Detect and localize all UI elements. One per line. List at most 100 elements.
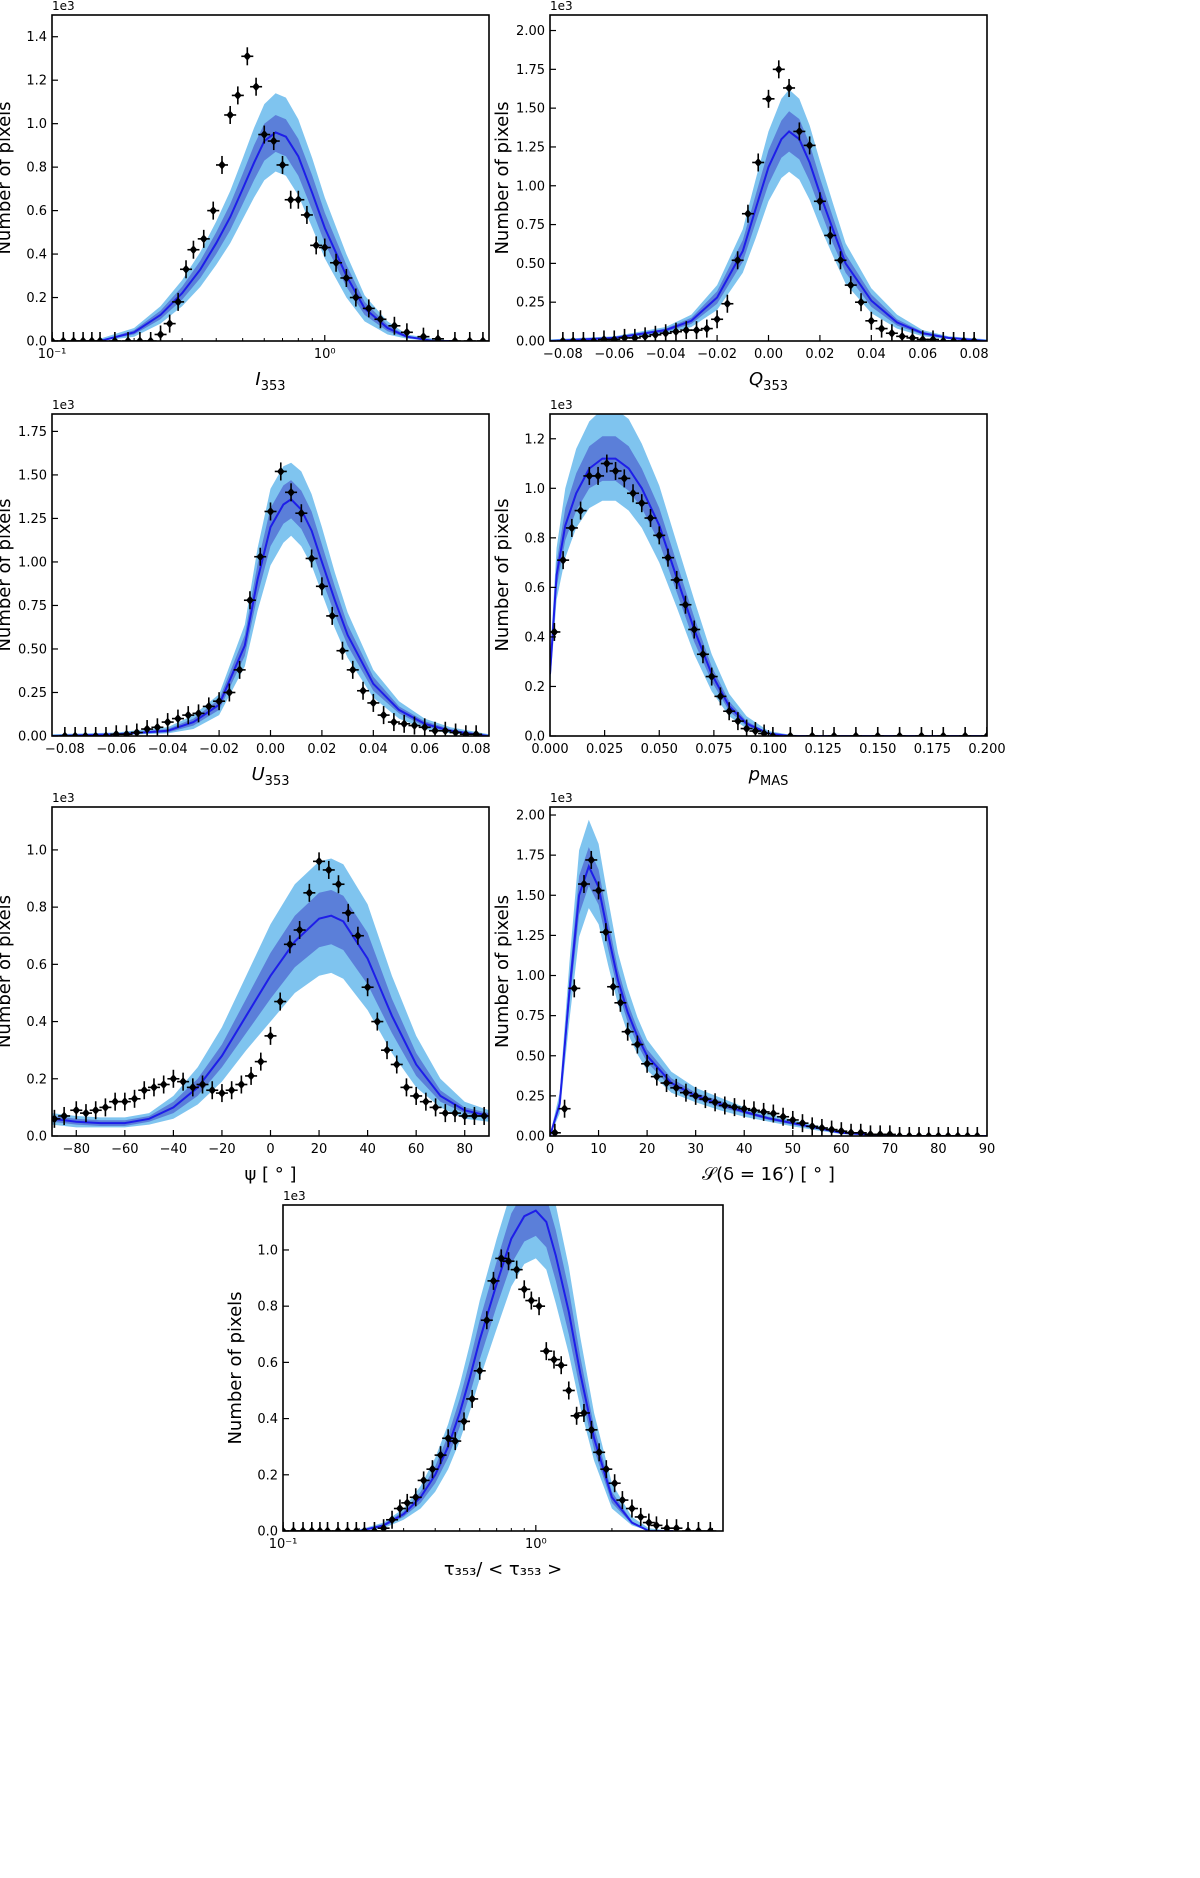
data-point — [574, 501, 587, 520]
data-point — [197, 229, 210, 248]
y-tick-label: 0.50 — [516, 257, 545, 272]
data-point — [614, 993, 627, 1012]
model-band-2sigma — [550, 414, 987, 736]
data-point — [855, 293, 868, 312]
x-tick-label: 0.08 — [960, 347, 989, 362]
data-point — [749, 722, 762, 736]
data-point — [157, 1075, 170, 1094]
data-point — [961, 1127, 974, 1136]
model-band-1sigma — [100, 115, 455, 341]
y-exponent-label: 1e3 — [52, 791, 75, 805]
y-tick-label: 0.25 — [18, 686, 47, 701]
data-point — [568, 979, 581, 998]
data-point — [766, 727, 779, 736]
data-point — [690, 321, 703, 340]
data-point — [303, 883, 316, 902]
data-point — [806, 727, 819, 736]
x-tick-label: 0.175 — [914, 742, 951, 757]
data-point — [285, 483, 298, 502]
data-point — [267, 132, 280, 151]
data-point — [495, 1249, 508, 1268]
data-point — [854, 1123, 867, 1136]
x-axis-label: τ₃₅₃/ < τ₃₅₃ > — [444, 1559, 562, 1580]
y-axis-label: Number of pixels — [492, 498, 513, 651]
y-tick-label: 0.00 — [516, 335, 545, 350]
data-point — [600, 454, 613, 473]
data-point — [245, 1066, 258, 1085]
plot-area — [550, 60, 987, 341]
data-point — [332, 875, 345, 894]
data-point — [650, 1516, 663, 1531]
x-tick-label: −20 — [208, 1142, 235, 1157]
x-tick-label: 80 — [930, 1142, 947, 1157]
data-point — [70, 1101, 83, 1120]
chart-pMAS: 0.0 0.2 0.4 0.6 0.8 1.0 1.2 0.000 0.025 0.050 0.07… — [492, 398, 1006, 789]
data-point — [292, 190, 305, 209]
data-point — [585, 1420, 598, 1439]
data-point — [58, 1106, 71, 1125]
chart-S: 0.00 0.25 0.50 0.75 1.00 1.25 1.50 1.75 2.00 0 10 2… — [492, 791, 996, 1185]
data-point — [434, 1446, 447, 1465]
data-point — [466, 1389, 479, 1408]
data-point — [429, 1098, 442, 1117]
x-tick-label: 10⁻¹ — [38, 347, 67, 362]
data-point — [177, 1072, 190, 1091]
data-point — [300, 205, 313, 224]
data-point — [151, 718, 164, 736]
data-point — [587, 332, 600, 341]
x-tick-label: −0.04 — [646, 347, 686, 362]
data-point — [828, 727, 841, 736]
data-point — [357, 681, 370, 700]
data-point — [439, 721, 452, 736]
x-axis-label: I353 — [255, 369, 285, 394]
y-tick-label: 1.0 — [524, 482, 545, 497]
plot-area — [283, 1205, 717, 1531]
data-point — [670, 1078, 683, 1097]
data-point — [669, 322, 682, 341]
chart-U353: 0.00 0.25 0.50 0.75 1.00 1.25 1.50 1.75 −0.08 −0.… — [0, 398, 491, 789]
data-point — [670, 570, 683, 589]
data-point — [171, 709, 184, 728]
data-point — [893, 727, 906, 736]
data-point — [409, 1488, 422, 1507]
y-tick-label: 0.6 — [257, 1356, 278, 1371]
data-point — [161, 713, 174, 732]
x-tick-label: 90 — [979, 1142, 996, 1157]
x-tick-label: 0.06 — [908, 347, 937, 362]
data-point — [627, 484, 640, 503]
data-point — [906, 328, 919, 341]
model-band-1sigma — [359, 1205, 674, 1531]
data-point — [711, 310, 724, 329]
data-point — [202, 697, 215, 716]
data-point — [555, 1356, 568, 1375]
y-exponent-label: 1e3 — [52, 398, 75, 412]
x-tick-label: 70 — [882, 1142, 899, 1157]
y-tick-label: 1.0 — [26, 117, 47, 132]
data-point — [350, 1522, 363, 1531]
x-axis-label: U353 — [251, 764, 289, 789]
y-tick-label: 0.6 — [524, 581, 545, 596]
data-point — [109, 1092, 122, 1111]
data-point — [361, 978, 374, 997]
data-point — [478, 1106, 489, 1125]
data-point — [274, 992, 287, 1011]
data-point — [349, 288, 362, 307]
data-point — [426, 1460, 439, 1479]
data-point — [377, 706, 390, 725]
data-point — [398, 714, 411, 733]
y-tick-label: 1.25 — [18, 512, 47, 527]
data-point — [318, 238, 331, 257]
data-point — [118, 1092, 131, 1111]
x-axis-label: Q353 — [749, 369, 788, 394]
chart-I353: 0.0 0.2 0.4 0.6 0.8 1.0 1.2 1.4 10⁻¹ 10⁰ 1e3 Number… — [0, 0, 490, 394]
x-tick-label: 60 — [833, 1142, 850, 1157]
data-point — [224, 105, 237, 124]
data-point — [52, 1109, 61, 1128]
data-point — [786, 1110, 799, 1129]
data-point — [342, 903, 355, 922]
data-point — [77, 332, 90, 341]
x-tick-label: 30 — [687, 1142, 704, 1157]
y-tick-label: 0.2 — [524, 680, 545, 695]
y-tick-label: 0.50 — [516, 1049, 545, 1064]
data-point — [215, 1084, 228, 1103]
